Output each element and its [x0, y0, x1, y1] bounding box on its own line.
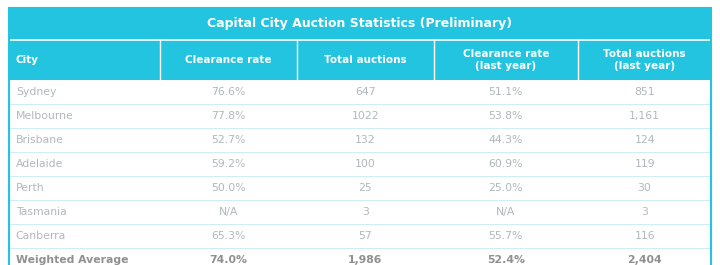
Text: Melbourne: Melbourne — [16, 111, 73, 121]
Text: 132: 132 — [355, 135, 376, 145]
Text: Clearance rate: Clearance rate — [185, 55, 271, 65]
Text: 3: 3 — [642, 207, 648, 217]
Bar — [9, 248, 711, 265]
Text: 3: 3 — [362, 207, 369, 217]
Bar — [9, 176, 711, 200]
Text: 76.6%: 76.6% — [211, 87, 246, 97]
Text: 119: 119 — [634, 159, 655, 169]
Text: 851: 851 — [634, 87, 655, 97]
Text: 65.3%: 65.3% — [211, 231, 246, 241]
Text: Canberra: Canberra — [16, 231, 66, 241]
Text: Total auctions
(last year): Total auctions (last year) — [603, 49, 686, 71]
Text: 1,161: 1,161 — [629, 111, 660, 121]
Text: Tasmania: Tasmania — [16, 207, 66, 217]
Text: Clearance rate
(last year): Clearance rate (last year) — [462, 49, 549, 71]
Text: 74.0%: 74.0% — [210, 255, 247, 265]
Bar — [9, 80, 711, 104]
Text: N/A: N/A — [496, 207, 516, 217]
Text: Weighted Average: Weighted Average — [16, 255, 128, 265]
Text: N/A: N/A — [219, 207, 238, 217]
Text: 30: 30 — [638, 183, 652, 193]
Text: 57: 57 — [359, 231, 372, 241]
Text: 50.0%: 50.0% — [211, 183, 246, 193]
Text: 60.9%: 60.9% — [489, 159, 523, 169]
Text: 116: 116 — [634, 231, 655, 241]
Text: Total auctions: Total auctions — [324, 55, 407, 65]
Text: 1022: 1022 — [351, 111, 379, 121]
Text: 25: 25 — [359, 183, 372, 193]
Text: 25.0%: 25.0% — [489, 183, 523, 193]
Text: 1,986: 1,986 — [348, 255, 382, 265]
Text: 100: 100 — [355, 159, 376, 169]
Text: 124: 124 — [634, 135, 655, 145]
Text: City: City — [16, 55, 39, 65]
Text: Sydney: Sydney — [16, 87, 56, 97]
Bar — [9, 8, 711, 40]
Bar — [9, 128, 711, 152]
Bar — [9, 200, 711, 224]
Bar — [9, 40, 711, 80]
Text: Capital City Auction Statistics (Preliminary): Capital City Auction Statistics (Prelimi… — [207, 17, 513, 30]
Text: 2,404: 2,404 — [627, 255, 662, 265]
Text: 51.1%: 51.1% — [489, 87, 523, 97]
Text: Perth: Perth — [16, 183, 45, 193]
Text: 55.7%: 55.7% — [489, 231, 523, 241]
Text: 59.2%: 59.2% — [211, 159, 246, 169]
Bar — [9, 224, 711, 248]
Text: Adelaide: Adelaide — [16, 159, 63, 169]
Text: Brisbane: Brisbane — [16, 135, 63, 145]
Text: 53.8%: 53.8% — [489, 111, 523, 121]
Bar — [9, 104, 711, 128]
Text: 44.3%: 44.3% — [489, 135, 523, 145]
Text: 52.4%: 52.4% — [487, 255, 525, 265]
Bar — [9, 152, 711, 176]
Text: 647: 647 — [355, 87, 376, 97]
Text: 77.8%: 77.8% — [211, 111, 246, 121]
Text: 52.7%: 52.7% — [211, 135, 246, 145]
